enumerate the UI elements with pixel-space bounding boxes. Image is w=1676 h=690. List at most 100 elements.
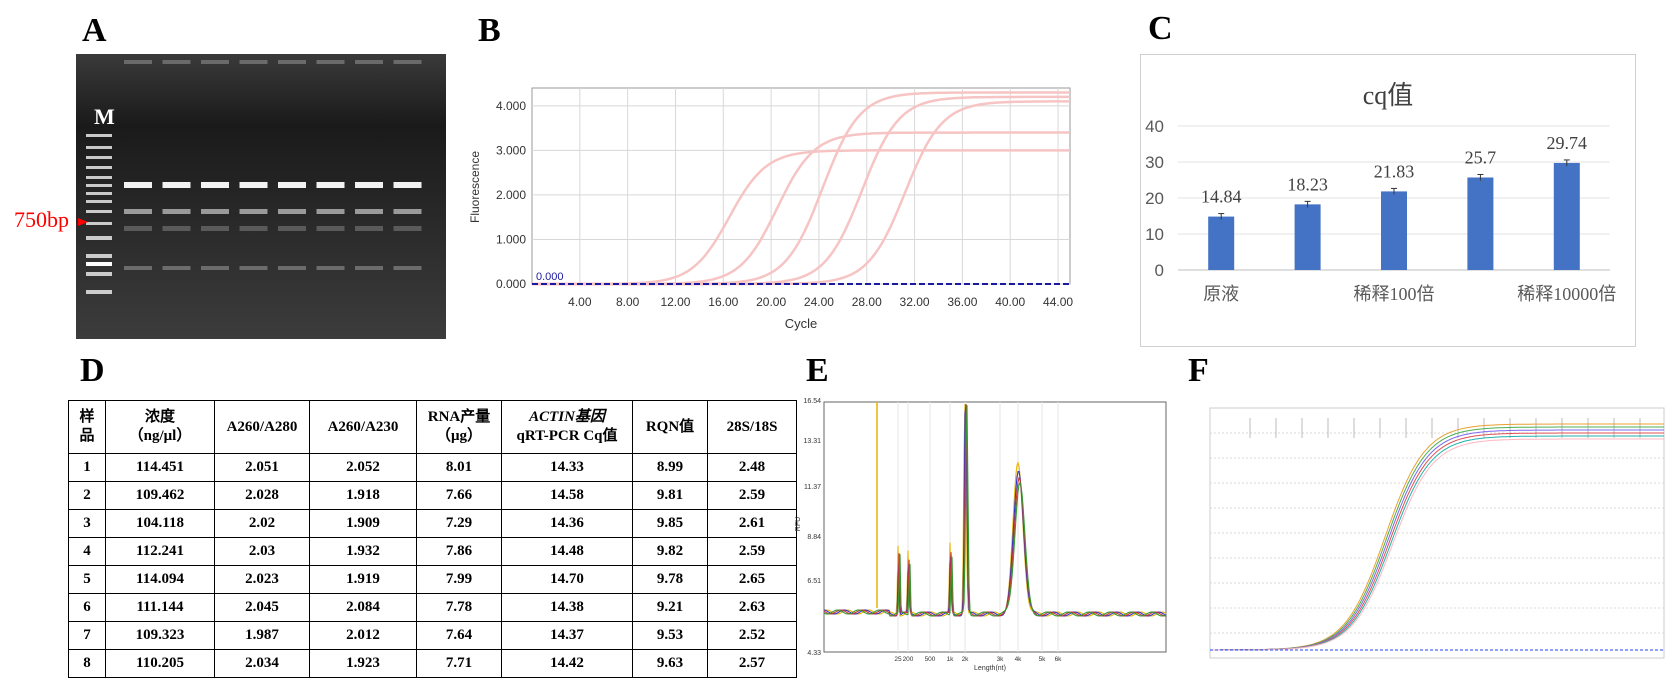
y-tick-label: 3.000 — [496, 143, 526, 157]
x-axis-label: Cycle — [785, 316, 818, 331]
rna-band-small — [201, 266, 229, 270]
y-tick-label: 2.000 — [496, 188, 526, 202]
table-cell: 9.53 — [632, 621, 708, 650]
y-tick-label: 0.000 — [496, 277, 526, 291]
x-tick-label: 5k — [1039, 656, 1047, 663]
rna-band-small — [124, 266, 152, 270]
table-cell: 114.094 — [105, 565, 215, 594]
x-tick-label: 500 — [925, 656, 936, 663]
rna-band-18s — [278, 209, 306, 214]
data-label: 21.83 — [1374, 161, 1415, 181]
y-tick-label: 0 — [1155, 261, 1164, 280]
y-tick-label: 6.51 — [807, 578, 821, 585]
rna-band-5s — [239, 226, 268, 231]
header-28s-18s: 28S/18S — [707, 400, 797, 454]
header-rqn: RQN值 — [632, 400, 708, 454]
table-row: 4 112.241 2.03 1.932 7.86 14.48 9.82 2.59 — [68, 537, 797, 566]
bar — [1208, 216, 1235, 270]
ladder-band — [86, 156, 112, 159]
table-cell: 7.64 — [416, 621, 502, 650]
rna-band-18s — [162, 209, 191, 214]
x-tick-label: 25 — [894, 656, 902, 663]
x-tick-label: 4k — [1015, 656, 1023, 663]
ladder-band — [86, 290, 112, 294]
y-tick-label: 11.37 — [804, 484, 821, 491]
panel-label-d: D — [80, 352, 105, 389]
table-cell: 2.028 — [214, 481, 310, 510]
table-cell: 109.462 — [105, 481, 215, 510]
marker-label: M — [94, 104, 115, 129]
header-a260-a230: A260/A230 — [309, 400, 417, 454]
data-label: 29.74 — [1547, 133, 1588, 153]
x-tick-label: 40.00 — [995, 295, 1025, 309]
table-cell: 1.919 — [309, 565, 417, 594]
rna-band-28s — [201, 182, 229, 188]
table-row: 7 109.323 1.987 2.012 7.64 14.37 9.53 2.52 — [68, 621, 797, 650]
table-cell: 2.034 — [214, 649, 310, 678]
bar — [1294, 204, 1321, 270]
trace-line — [823, 403, 1167, 617]
well — [239, 60, 268, 64]
y-tick-label: 40 — [1145, 117, 1164, 136]
data-label: 25.7 — [1465, 147, 1497, 167]
amplification-curve — [532, 100, 1070, 286]
trace-line — [823, 405, 1167, 617]
well — [278, 60, 306, 64]
table-cell: 1.932 — [309, 537, 417, 566]
table-cell: 14.70 — [501, 565, 633, 594]
well — [201, 60, 229, 64]
y-tick-label: 16.54 — [803, 398, 821, 405]
table-cell: 8.99 — [632, 453, 708, 482]
table-cell: 2.65 — [707, 565, 797, 594]
table-header-row: 样品 浓度 （ng/μl） A260/A280 A260/A230 RNA产量 （μ… — [68, 400, 797, 454]
table-cell: 4 — [68, 537, 106, 566]
rna-band-18s — [124, 209, 152, 214]
ladder-band — [86, 166, 112, 169]
table-cell: 110.205 — [105, 649, 215, 678]
ladder-band — [86, 192, 112, 195]
table-cell: 7.66 — [416, 481, 502, 510]
ladder-band — [86, 184, 112, 187]
rna-band-5s — [316, 226, 345, 231]
header-a260-a280: A260/A280 — [214, 400, 310, 454]
x-tick-label: 24.00 — [804, 295, 834, 309]
trace-line — [823, 403, 1167, 617]
amplification-plot-f — [1209, 407, 1665, 659]
table-row: 5 114.094 2.023 1.919 7.99 14.70 9.78 2.65 — [68, 565, 797, 594]
table-cell: 9.63 — [632, 649, 708, 678]
table-cell: 9.78 — [632, 565, 708, 594]
well — [124, 60, 152, 64]
table-cell: 112.241 — [105, 537, 215, 566]
header-actin-cq: ACTIN基因 qRT-PCR Cq值 — [501, 400, 633, 454]
category-label: 稀释10000倍 — [1517, 284, 1616, 304]
table-cell: 2.61 — [707, 509, 797, 538]
table-cell: 2.052 — [309, 453, 417, 482]
cq-bar-chart: cq值 14.84 18.23 21.83 25.7 29.74 0 10 20 30 40 原… — [1140, 54, 1636, 347]
gel-image: M 750bp — [14, 54, 446, 339]
table-cell: 2.012 — [309, 621, 417, 650]
table-cell: 2.051 — [214, 453, 310, 482]
table-cell: 111.144 — [105, 593, 215, 622]
table-cell: 2.57 — [707, 649, 797, 678]
panel-label-a: A — [82, 12, 107, 49]
x-tick-label: 6k — [1055, 656, 1063, 663]
table-cell: 109.323 — [105, 621, 215, 650]
table-cell: 114.451 — [105, 453, 215, 482]
table-cell: 7.99 — [416, 565, 502, 594]
table-cell: 1 — [68, 453, 106, 482]
x-tick-label: 12.00 — [660, 295, 690, 309]
ladder-band — [86, 210, 112, 213]
category-label: 原液 — [1203, 284, 1239, 304]
x-tick-label: 36.00 — [947, 295, 977, 309]
y-tick-label: 4.000 — [496, 99, 526, 113]
electropherogram-chart: 4.33 6.51 8.84 11.37 13.31 16.54 25 200 500 1k 2k… — [795, 398, 1167, 672]
table-cell: 14.42 — [501, 649, 633, 678]
category-label: 稀释100倍 — [1354, 284, 1435, 304]
table-cell: 104.118 — [105, 509, 215, 538]
rna-band-small — [393, 266, 422, 270]
bar — [1467, 177, 1494, 270]
threshold-label: 0.000 — [536, 271, 564, 283]
table-cell: 2.023 — [214, 565, 310, 594]
table-cell: 14.38 — [501, 593, 633, 622]
table-cell: 1.987 — [214, 621, 310, 650]
